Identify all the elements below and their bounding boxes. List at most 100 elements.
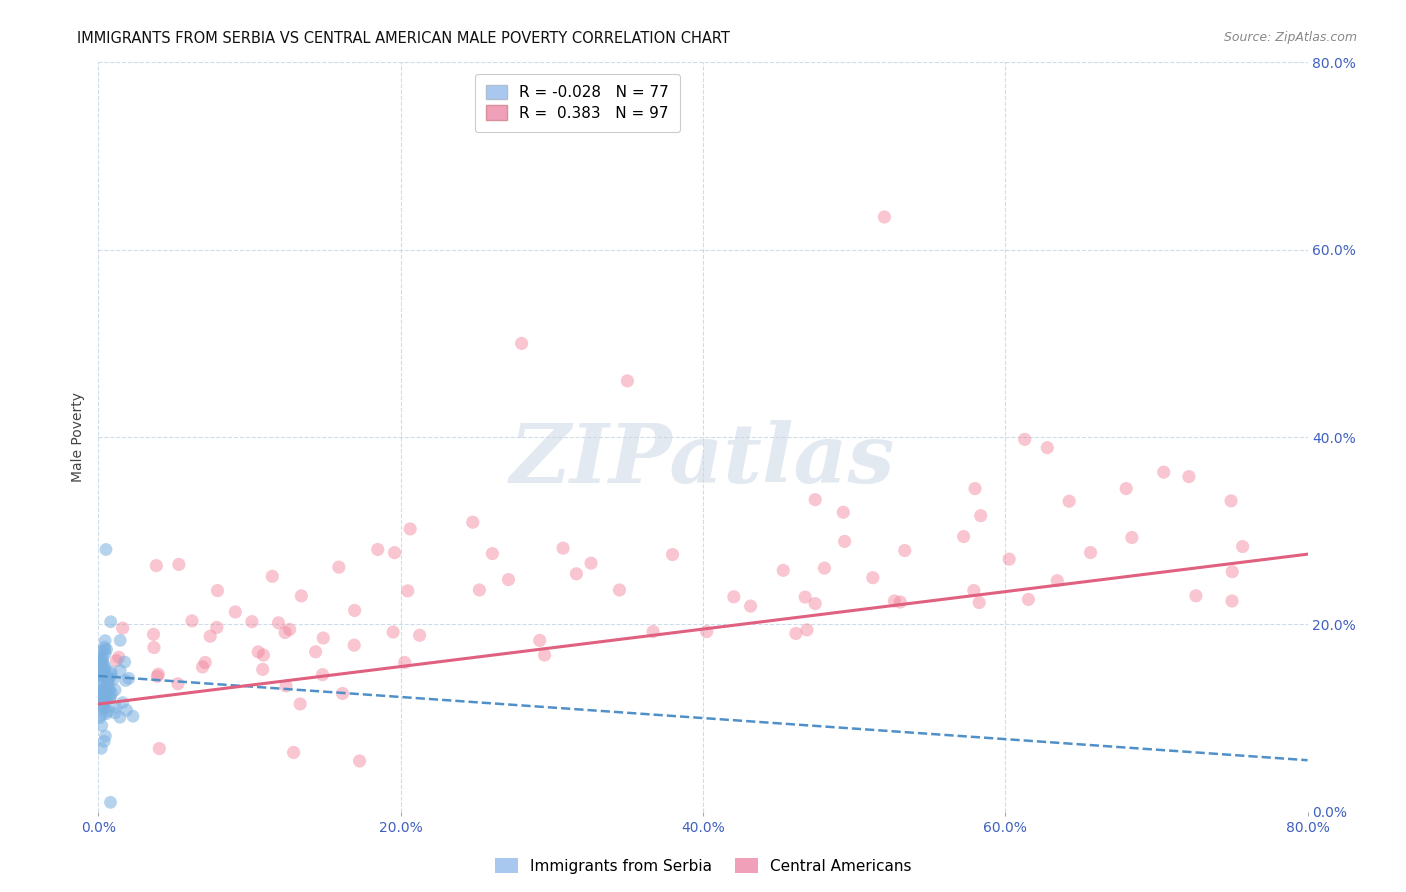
Point [399,522,422,536]
Point [952,530,974,544]
Point [1220,494,1243,508]
Point [89,660,111,674]
Point [90,687,112,701]
Point [93,640,115,654]
Point [104,700,127,714]
Point [873,210,896,224]
Point [94,690,117,705]
Y-axis label: Male Poverty: Male Poverty [72,392,86,482]
Point [267,615,290,630]
Point [533,648,555,662]
Point [565,566,588,581]
Point [96,642,118,657]
Point [804,492,827,507]
Point [290,589,312,603]
Point [967,596,990,610]
Legend: Immigrants from Serbia, Central Americans: Immigrants from Serbia, Central American… [488,852,918,880]
Point [90,672,112,686]
Point [832,505,855,519]
Point [93,681,115,695]
Point [332,686,354,700]
Point [468,582,491,597]
Point [98,673,121,687]
Point [89,711,111,725]
Point [772,563,794,577]
Point [367,542,389,557]
Point [96,673,118,687]
Point [224,605,246,619]
Point [93,642,115,657]
Point [89,692,111,706]
Point [108,633,131,648]
Point [167,677,190,691]
Point [91,669,114,683]
Point [104,682,127,697]
Point [394,656,416,670]
Point [609,582,631,597]
Point [1220,594,1243,608]
Point [498,573,520,587]
Point [343,603,366,617]
Point [723,590,745,604]
Point [108,710,131,724]
Point [90,645,112,659]
Point [1115,482,1137,496]
Point [93,686,115,700]
Point [304,645,326,659]
Point [963,583,986,598]
Point [93,697,115,711]
Point [91,651,114,665]
Point [382,625,405,640]
Point [274,625,297,640]
Point [100,665,122,679]
Point [91,684,114,698]
Point [191,660,214,674]
Point [278,623,301,637]
Point [111,621,134,635]
Text: Source: ZipAtlas.com: Source: ZipAtlas.com [1223,31,1357,45]
Point [98,690,121,705]
Point [107,650,129,665]
Point [105,654,128,668]
Point [283,746,305,760]
Point [96,691,118,706]
Point [252,648,274,662]
Point [1121,531,1143,545]
Text: IMMIGRANTS FROM SERBIA VS CENTRAL AMERICAN MALE POVERTY CORRELATION CHART: IMMIGRANTS FROM SERBIA VS CENTRAL AMERIC… [77,31,730,46]
Point [89,651,111,665]
Point [89,664,111,678]
Point [616,374,638,388]
Point [328,560,350,574]
Point [696,624,718,639]
Point [89,691,111,706]
Point [998,552,1021,566]
Point [970,508,993,523]
Point [312,631,335,645]
Point [111,696,134,710]
Point [529,633,551,648]
Point [785,626,807,640]
Point [89,664,111,678]
Point [794,590,817,604]
Point [93,700,115,714]
Point [274,679,297,693]
Point [510,336,533,351]
Point [90,683,112,698]
Point [93,667,115,681]
Point [94,706,117,721]
Point [796,623,818,637]
Point [181,614,204,628]
Point [118,671,141,685]
Point [89,657,111,671]
Point [1017,592,1039,607]
Point [551,541,574,556]
Point [94,647,117,661]
Point [94,659,117,673]
Point [240,615,263,629]
Point [343,638,366,652]
Point [97,683,120,698]
Point [1057,494,1080,508]
Point [93,734,115,748]
Point [93,698,115,713]
Point [94,542,117,557]
